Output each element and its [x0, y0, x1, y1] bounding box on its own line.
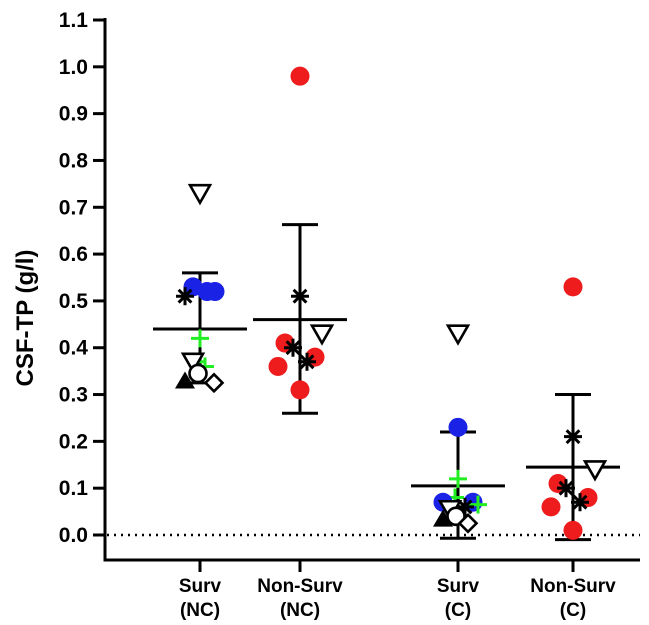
- point-triangle-up-filled: [175, 371, 195, 389]
- data-point-triangle-up-filled: [175, 371, 195, 389]
- point-asterisk-spoke: [299, 354, 315, 370]
- data-point-asterisk: [557, 479, 575, 498]
- point-asterisk-spoke: [558, 480, 574, 496]
- y-tick-label: 0.5: [59, 290, 89, 313]
- data-point-circle-open: [446, 506, 466, 527]
- axis-layer: 0.0 0.1 0.2 0.3 0.4 0.5 0.6 0.7 0.8 0.9 1.0 1.1: [59, 9, 640, 572]
- data-point-circle-filled: [563, 277, 583, 297]
- data-point-diamond-open: [457, 512, 479, 534]
- y-tick-label: 0.7: [59, 196, 88, 219]
- data-point-plus: [449, 469, 467, 488]
- data-point-plus: [191, 329, 209, 348]
- data-point-triangle-down-open: [309, 324, 335, 346]
- data-point-circle-filled: [290, 66, 310, 86]
- point-circle-filled: [290, 66, 310, 86]
- y-tick-label: 0.1: [59, 477, 89, 500]
- y-tick-label: 0.8: [59, 149, 89, 172]
- y-tick-label: 0.6: [59, 243, 88, 266]
- point-asterisk-spoke: [572, 494, 588, 510]
- data-point-circle-filled: [541, 497, 561, 517]
- data-point-circle-filled: [268, 356, 288, 376]
- data-point-triangle-down-open: [445, 324, 471, 346]
- point-circle-filled: [563, 520, 583, 540]
- point-circle-filled: [268, 356, 288, 376]
- category-label-line1: Surv: [179, 576, 222, 597]
- y-axis-title: CSF-TP (g/l): [12, 250, 39, 387]
- category-label-line2: (NC): [280, 600, 320, 621]
- point-diamond-open: [203, 372, 225, 394]
- category-label-line1: Non-Surv: [257, 576, 343, 597]
- point-circle-filled: [290, 380, 310, 400]
- data-point-triangle-down-open: [180, 352, 206, 374]
- point-circle-filled: [541, 497, 561, 517]
- category-label-line2: (C): [560, 600, 586, 621]
- data-point-diamond-open: [203, 372, 225, 394]
- data-point-asterisk: [284, 338, 302, 357]
- point-diamond-open: [457, 512, 479, 534]
- point-triangle-down-open: [309, 324, 335, 346]
- point-circle-filled: [563, 277, 583, 297]
- data-point-circle-filled: [205, 282, 225, 302]
- point-triangle-down-open: [180, 352, 206, 374]
- category-label-line2: (C): [445, 600, 471, 621]
- data-point-circle-open: [188, 363, 208, 384]
- y-tick-label: 0.4: [59, 337, 89, 360]
- data-point-asterisk: [176, 287, 194, 306]
- point-asterisk-spoke: [565, 429, 581, 445]
- point-circle-filled: [448, 417, 468, 437]
- point-asterisk-spoke: [285, 340, 301, 356]
- data-point-circle-filled: [563, 520, 583, 540]
- category-label-line1: Non-Surv: [530, 576, 616, 597]
- point-circle-filled: [205, 282, 225, 302]
- label-layer: Surv (NC) Non-Surv (NC) Surv (C) Non-Surv (C): [179, 576, 616, 621]
- point-asterisk-spoke: [177, 288, 193, 304]
- point-triangle-down-open: [187, 183, 213, 206]
- point-triangle-down-open: [445, 324, 471, 346]
- data-point-asterisk: [291, 287, 309, 306]
- point-circle-open: [446, 506, 466, 527]
- y-tick-label: 0.0: [59, 524, 88, 547]
- y-tick-label: 0.2: [59, 430, 88, 453]
- y-tick-label: 1.1: [59, 9, 89, 32]
- y-tick-label: 0.9: [59, 103, 88, 126]
- y-tick-label: 1.0: [59, 56, 88, 79]
- data-point-circle-filled: [290, 380, 310, 400]
- point-asterisk-spoke: [457, 499, 473, 515]
- data-point-triangle-up-filled: [433, 509, 453, 527]
- data-point-triangle-down-open: [582, 460, 608, 482]
- point-triangle-up-filled: [433, 509, 453, 527]
- data-point-circle-filled: [448, 417, 468, 437]
- data-point-triangle-down-open: [187, 183, 213, 206]
- point-triangle-down-open: [582, 460, 608, 482]
- data-point-plus: [469, 495, 487, 514]
- point-asterisk-spoke: [292, 288, 308, 304]
- data-point-asterisk: [571, 493, 589, 512]
- category-label-line2: (NC): [180, 600, 220, 621]
- point-circle-open: [188, 363, 208, 384]
- data-point-asterisk: [298, 352, 316, 371]
- points-layer: [175, 66, 608, 540]
- y-tick-label: 0.3: [59, 384, 88, 407]
- category-label-line1: Surv: [437, 576, 480, 597]
- data-point-asterisk: [564, 427, 582, 446]
